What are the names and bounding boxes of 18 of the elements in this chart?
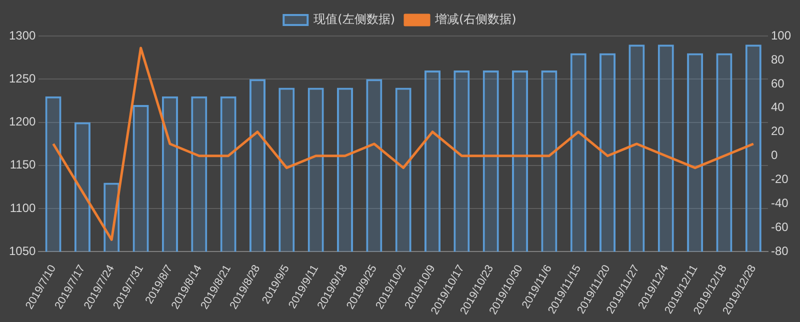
y-tick-label: 1100 bbox=[10, 200, 36, 215]
y2-tick-label: 80 bbox=[770, 52, 785, 66]
y2-tick-label: 60 bbox=[770, 76, 785, 90]
y2-tick-label: -20 bbox=[770, 172, 789, 186]
y2-tick-label: -80 bbox=[770, 244, 789, 258]
y-tick-label: 1300 bbox=[8, 28, 36, 42]
y2-tick-label: 100 bbox=[770, 28, 792, 42]
y-tick-label: 1150 bbox=[10, 158, 36, 172]
y-tick-label: 1200 bbox=[8, 114, 36, 129]
legend-label: 增减(右侧数据) bbox=[434, 12, 516, 26]
y-tick-label: 1050 bbox=[8, 244, 36, 258]
y-tick-label: 1250 bbox=[8, 71, 36, 86]
y2-tick-label: -40 bbox=[770, 196, 789, 210]
legend-label: 现值(左侧数据) bbox=[314, 12, 396, 26]
y2-tick-label: -60 bbox=[770, 220, 789, 234]
y2-tick-label: 20 bbox=[770, 124, 785, 138]
y2-tick-label: 0 bbox=[770, 148, 778, 162]
y2-tick-label: 40 bbox=[770, 100, 785, 114]
